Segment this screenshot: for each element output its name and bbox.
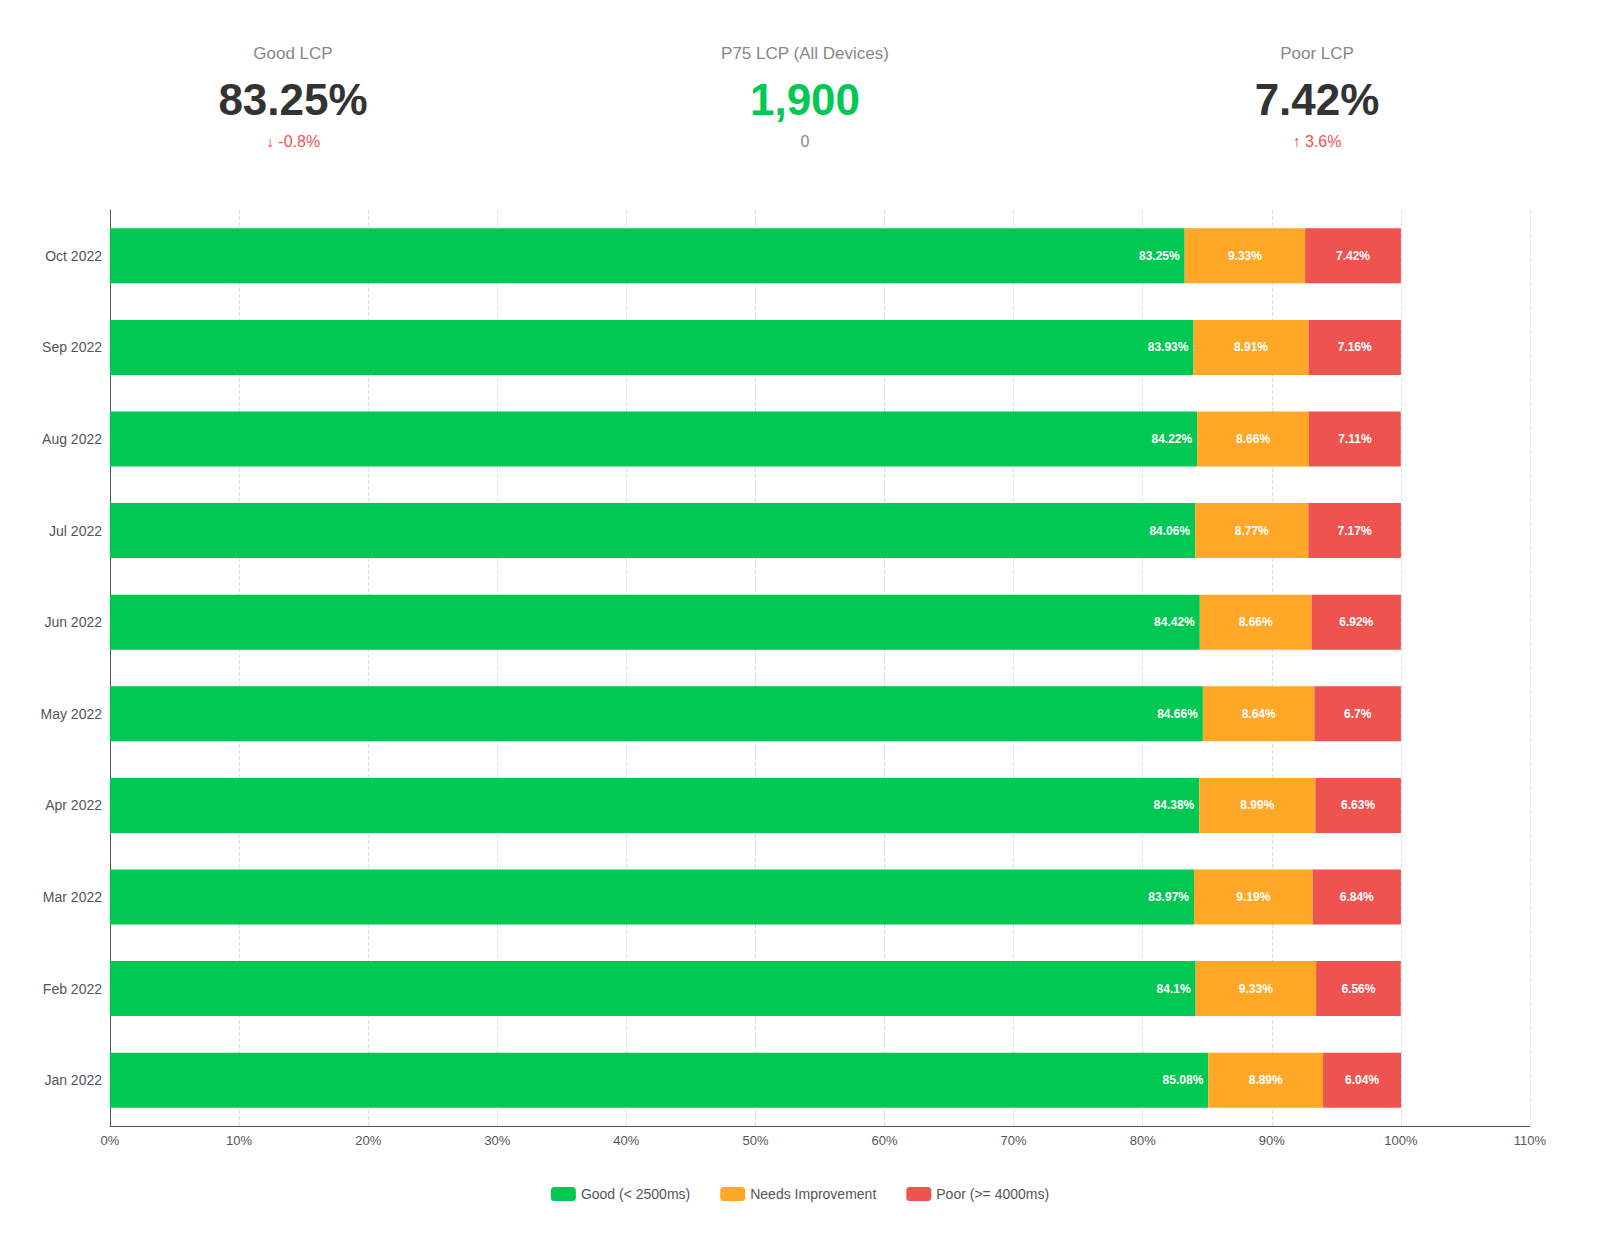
svg-text:0%: 0% <box>101 1133 120 1148</box>
svg-text:40%: 40% <box>613 1133 639 1148</box>
svg-text:6.84%: 6.84% <box>1340 890 1374 904</box>
svg-text:8.66%: 8.66% <box>1236 432 1270 446</box>
svg-text:9.19%: 9.19% <box>1236 890 1270 904</box>
svg-text:85.08%: 85.08% <box>1163 1073 1204 1087</box>
svg-text:8.99%: 8.99% <box>1240 798 1274 812</box>
svg-text:Sep 2022: Sep 2022 <box>42 339 102 355</box>
svg-text:6.04%: 6.04% <box>1345 1073 1379 1087</box>
svg-text:6.7%: 6.7% <box>1344 707 1372 721</box>
svg-text:Needs Improvement: Needs Improvement <box>750 1186 876 1202</box>
svg-text:1,900: 1,900 <box>750 75 860 124</box>
svg-text:84.22%: 84.22% <box>1152 432 1193 446</box>
svg-text:↓ -0.8%: ↓ -0.8% <box>266 133 320 150</box>
svg-text:6.92%: 6.92% <box>1339 615 1373 629</box>
svg-text:8.89%: 8.89% <box>1249 1073 1283 1087</box>
svg-text:Good LCP: Good LCP <box>253 44 332 63</box>
svg-text:83.25%: 83.25% <box>218 75 367 124</box>
svg-text:84.66%: 84.66% <box>1157 707 1198 721</box>
svg-text:9.33%: 9.33% <box>1239 982 1273 996</box>
svg-text:84.42%: 84.42% <box>1154 615 1195 629</box>
svg-text:20%: 20% <box>355 1133 381 1148</box>
svg-text:Good (< 2500ms): Good (< 2500ms) <box>581 1186 690 1202</box>
svg-text:60%: 60% <box>872 1133 898 1148</box>
svg-text:7.16%: 7.16% <box>1338 340 1372 354</box>
svg-text:Poor (>= 4000ms): Poor (>= 4000ms) <box>936 1186 1049 1202</box>
svg-text:↑ 3.6%: ↑ 3.6% <box>1293 133 1342 150</box>
svg-text:83.25%: 83.25% <box>1139 249 1180 263</box>
svg-text:80%: 80% <box>1130 1133 1156 1148</box>
svg-text:84.38%: 84.38% <box>1154 798 1195 812</box>
svg-text:Mar 2022: Mar 2022 <box>43 889 102 905</box>
svg-text:84.1%: 84.1% <box>1157 982 1191 996</box>
svg-text:83.93%: 83.93% <box>1148 340 1189 354</box>
svg-text:8.66%: 8.66% <box>1239 615 1273 629</box>
svg-text:70%: 70% <box>1001 1133 1027 1148</box>
svg-text:0: 0 <box>801 133 810 150</box>
svg-text:84.06%: 84.06% <box>1149 524 1190 538</box>
svg-text:100%: 100% <box>1384 1133 1418 1148</box>
svg-text:Oct 2022: Oct 2022 <box>45 248 102 264</box>
svg-text:P75 LCP (All Devices): P75 LCP (All Devices) <box>721 44 889 63</box>
svg-text:Apr 2022: Apr 2022 <box>45 797 102 813</box>
svg-text:8.77%: 8.77% <box>1235 524 1269 538</box>
svg-text:83.97%: 83.97% <box>1148 890 1189 904</box>
svg-text:7.42%: 7.42% <box>1336 249 1370 263</box>
svg-text:30%: 30% <box>484 1133 510 1148</box>
svg-text:9.33%: 9.33% <box>1228 249 1262 263</box>
svg-text:110%: 110% <box>1514 1133 1547 1148</box>
svg-text:Jan 2022: Jan 2022 <box>44 1072 102 1088</box>
svg-text:Aug 2022: Aug 2022 <box>42 431 102 447</box>
svg-text:7.42%: 7.42% <box>1255 75 1380 124</box>
svg-text:7.17%: 7.17% <box>1338 524 1372 538</box>
svg-text:50%: 50% <box>742 1133 768 1148</box>
svg-text:6.56%: 6.56% <box>1341 982 1375 996</box>
svg-text:8.64%: 8.64% <box>1242 707 1276 721</box>
svg-text:Feb 2022: Feb 2022 <box>43 981 102 997</box>
svg-text:May 2022: May 2022 <box>41 706 103 722</box>
svg-text:Jul 2022: Jul 2022 <box>49 523 102 539</box>
svg-text:90%: 90% <box>1259 1133 1285 1148</box>
svg-text:Jun 2022: Jun 2022 <box>44 614 102 630</box>
svg-text:6.63%: 6.63% <box>1341 798 1375 812</box>
svg-text:8.91%: 8.91% <box>1234 340 1268 354</box>
svg-text:7.11%: 7.11% <box>1338 432 1372 446</box>
svg-text:10%: 10% <box>226 1133 252 1148</box>
svg-text:Poor LCP: Poor LCP <box>1280 44 1354 63</box>
